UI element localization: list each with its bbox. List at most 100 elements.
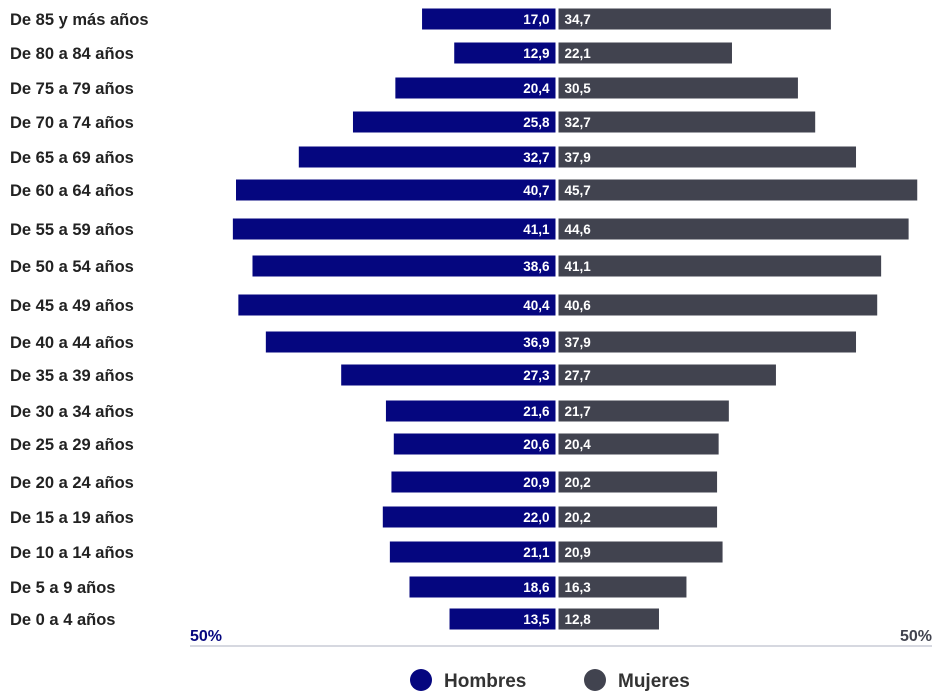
- category-label: De 45 a 49 años: [10, 297, 134, 315]
- value-label-mujeres: 20,9: [565, 545, 591, 560]
- value-label-hombres: 25,8: [523, 115, 550, 130]
- value-label-mujeres: 16,3: [565, 580, 592, 595]
- bar-mujeres: [558, 400, 729, 422]
- value-label-hombres: 21,1: [523, 545, 550, 560]
- bars: [232, 8, 918, 630]
- bar-mujeres: [558, 471, 718, 493]
- value-label-hombres: 22,0: [523, 510, 549, 525]
- bar-hombres: [393, 433, 556, 455]
- x-axis: 50% 50%: [190, 628, 932, 647]
- value-label-mujeres: 34,7: [565, 12, 591, 27]
- value-label-hombres: 17,0: [523, 12, 549, 27]
- value-labels: 17,0 34,7 12,9 22,1 20,4 30,5 25,8 32,7 32,7 37,9…: [523, 12, 591, 627]
- value-label-mujeres: 40,6: [565, 298, 592, 313]
- bar-hombres: [449, 608, 556, 630]
- category-label: De 40 a 44 años: [10, 334, 134, 352]
- bar-hombres: [454, 42, 556, 64]
- category-label: De 10 a 14 años: [10, 544, 134, 562]
- category-label: De 35 a 39 años: [10, 367, 134, 385]
- bar-hombres: [352, 111, 556, 133]
- x-axis-left-label: 50%: [190, 628, 222, 645]
- legend-label-mujeres: Mujeres: [618, 671, 690, 692]
- value-label-mujeres: 22,1: [565, 46, 592, 61]
- value-label-mujeres: 20,2: [565, 475, 591, 490]
- category-label: De 55 a 59 años: [10, 221, 134, 239]
- bar-mujeres: [558, 179, 918, 201]
- value-label-hombres: 18,6: [523, 580, 550, 595]
- bar-hombres: [422, 8, 556, 30]
- bar-hombres: [298, 146, 556, 168]
- bar-mujeres: [558, 255, 882, 277]
- bar-hombres: [391, 471, 556, 493]
- bar-mujeres: [558, 364, 776, 386]
- value-label-mujeres: 20,2: [565, 510, 591, 525]
- bar-mujeres: [558, 331, 857, 353]
- value-label-mujeres: 30,5: [565, 81, 592, 96]
- bar-hombres: [382, 506, 556, 528]
- bar-mujeres: [558, 294, 878, 316]
- value-label-mujeres: 37,9: [565, 150, 591, 165]
- bar-hombres: [252, 255, 556, 277]
- value-label-hombres: 36,9: [523, 335, 549, 350]
- value-label-hombres: 20,6: [523, 437, 550, 452]
- value-label-mujeres: 32,7: [565, 115, 591, 130]
- category-label: De 5 a 9 años: [10, 579, 115, 597]
- bar-hombres: [385, 400, 556, 422]
- category-label: De 80 a 84 años: [10, 45, 134, 63]
- value-label-mujeres: 12,8: [565, 612, 592, 627]
- bar-mujeres: [558, 42, 732, 64]
- value-label-mujeres: 45,7: [565, 183, 591, 198]
- value-label-hombres: 20,4: [523, 81, 550, 96]
- value-label-mujeres: 20,4: [565, 437, 592, 452]
- bar-mujeres: [558, 111, 816, 133]
- x-axis-right-label: 50%: [900, 628, 932, 645]
- category-label: De 70 a 74 años: [10, 114, 134, 132]
- value-label-hombres: 40,7: [523, 183, 549, 198]
- category-label: De 25 a 29 años: [10, 436, 134, 454]
- bar-mujeres: [558, 541, 723, 563]
- category-label: De 50 a 54 años: [10, 258, 134, 276]
- value-label-mujeres: 27,7: [565, 368, 591, 383]
- value-label-hombres: 21,6: [523, 404, 550, 419]
- value-label-hombres: 41,1: [523, 222, 550, 237]
- value-label-hombres: 38,6: [523, 259, 550, 274]
- category-label: De 0 a 4 años: [10, 611, 115, 629]
- value-label-hombres: 27,3: [523, 368, 550, 383]
- bar-mujeres: [558, 8, 831, 30]
- category-labels: De 85 y más años De 80 a 84 años De 75 a 7…: [10, 11, 149, 629]
- value-label-hombres: 32,7: [523, 150, 549, 165]
- bar-mujeres: [558, 506, 718, 528]
- bar-hombres: [395, 77, 556, 99]
- legend-label-hombres: Hombres: [444, 671, 526, 692]
- category-label: De 60 a 64 años: [10, 182, 134, 200]
- legend-marker-mujeres: [584, 669, 606, 691]
- bar-hombres: [389, 541, 556, 563]
- category-label: De 30 a 34 años: [10, 403, 134, 421]
- bar-mujeres: [558, 433, 719, 455]
- bar-mujeres: [558, 77, 798, 99]
- category-label: De 75 a 79 años: [10, 80, 134, 98]
- legend: Hombres Mujeres: [410, 669, 690, 692]
- bar-mujeres: [558, 608, 659, 630]
- category-label: De 85 y más años: [10, 11, 149, 29]
- bar-mujeres: [558, 218, 909, 240]
- category-label: De 20 a 24 años: [10, 474, 134, 492]
- legend-marker-hombres: [410, 669, 432, 691]
- value-label-mujeres: 44,6: [565, 222, 592, 237]
- value-label-hombres: 20,9: [523, 475, 549, 490]
- bar-mujeres: [558, 146, 857, 168]
- value-label-hombres: 40,4: [523, 298, 550, 313]
- value-label-mujeres: 37,9: [565, 335, 591, 350]
- bar-hombres: [265, 331, 556, 353]
- bar-hombres: [341, 364, 556, 386]
- category-label: De 15 a 19 años: [10, 509, 134, 527]
- bar-hombres: [236, 179, 556, 201]
- bar-hombres: [238, 294, 556, 316]
- value-label-mujeres: 21,7: [565, 404, 591, 419]
- bar-hombres: [232, 218, 556, 240]
- bar-mujeres: [558, 576, 687, 598]
- category-label: De 65 a 69 años: [10, 149, 134, 167]
- bar-hombres: [409, 576, 556, 598]
